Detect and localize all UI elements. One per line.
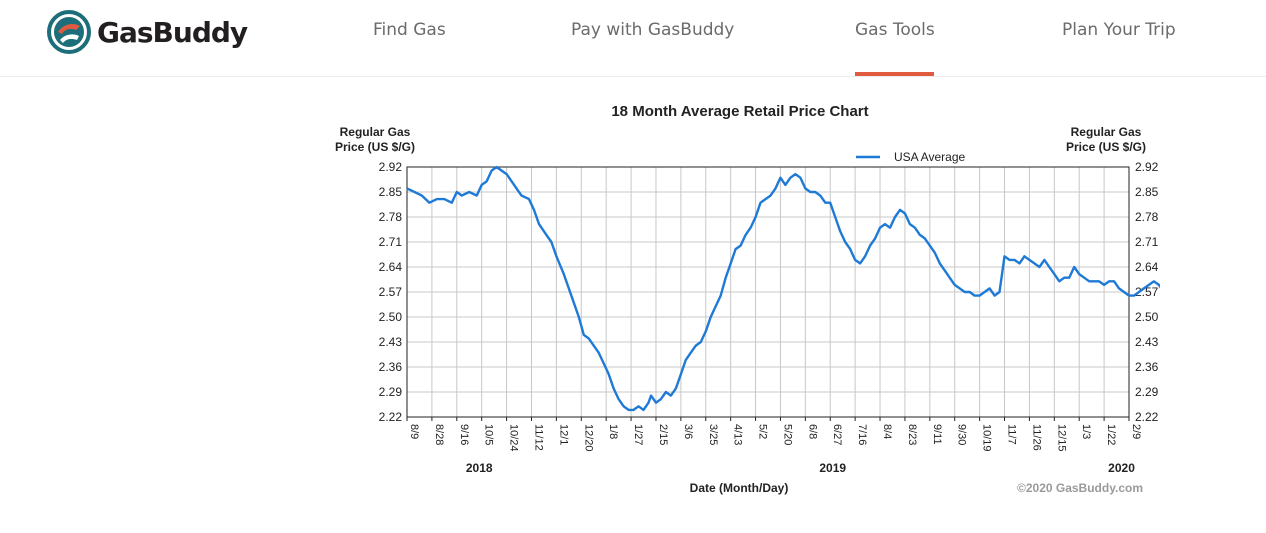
- y-tick-label-left: 2.57: [379, 285, 403, 299]
- y-tick-label-right: 2.71: [1135, 235, 1159, 249]
- x-tick-label: 3/25: [707, 424, 719, 445]
- y-tick-label-right: 2.57: [1135, 285, 1159, 299]
- y-tick-label-right: 2.43: [1135, 335, 1159, 349]
- brand-name: GasBuddy: [97, 15, 248, 49]
- y-tick-label-left: 2.78: [379, 210, 403, 224]
- site-header: GasBuddy Find Gas Pay with GasBuddy Gas …: [0, 0, 1266, 77]
- y-tick-label-left: 2.71: [379, 235, 403, 249]
- y-tick-label-left: 2.92: [379, 160, 403, 174]
- y-tick-label-left: 2.22: [379, 410, 403, 424]
- x-tick-label: 11/7: [1006, 424, 1018, 445]
- y-tick-label-right: 2.85: [1135, 185, 1159, 199]
- series-line-usa-average: [406, 165, 1160, 412]
- gasbuddy-logo-icon: [47, 10, 91, 54]
- x-tick-label: 8/28: [433, 424, 445, 445]
- y-axis-label-left-line1: Regular Gas: [340, 125, 411, 139]
- x-tick-label: 6/27: [831, 424, 843, 445]
- y-axis-label-left-line2: Price (US $/G): [335, 140, 415, 154]
- year-label: 2018: [466, 461, 493, 475]
- x-tick-label: 12/15: [1055, 424, 1067, 452]
- x-tick-label: 8/9: [408, 424, 420, 439]
- x-tick-label: 5/20: [781, 424, 793, 445]
- y-tick-label-right: 2.92: [1135, 160, 1159, 174]
- nav-plan-your-trip[interactable]: Plan Your Trip: [1062, 20, 1176, 40]
- x-axis-label: Date (Month/Day): [690, 481, 789, 495]
- y-tick-label-left: 2.64: [379, 260, 403, 274]
- x-tick-label: 1/22: [1105, 424, 1117, 445]
- x-axis-ticks: 8/9 8/28 9/16 10/5 10/24 11/12 12/1 12/20 1/8 1/2…: [406, 417, 1142, 452]
- x-tick-label: 8/23: [906, 424, 918, 445]
- nav-find-gas[interactable]: Find Gas: [373, 20, 446, 40]
- y-axis-label-right-line1: Regular Gas: [1071, 125, 1142, 139]
- y-tick-label-right: 2.22: [1135, 410, 1159, 424]
- chart-title: 18 Month Average Retail Price Chart: [611, 103, 868, 120]
- y-tick-label-left: 2.85: [379, 185, 403, 199]
- y-tick-label-left: 2.43: [379, 335, 403, 349]
- y-tick-label-right: 2.64: [1135, 260, 1159, 274]
- nav-gas-tools[interactable]: Gas Tools: [855, 20, 935, 40]
- x-tick-label: 7/16: [856, 424, 868, 445]
- x-tick-label: 6/8: [806, 424, 818, 439]
- x-tick-label: 9/16: [458, 424, 470, 445]
- y-tick-label-left: 2.29: [379, 385, 403, 399]
- x-tick-label: 11/26: [1030, 424, 1042, 451]
- price-chart: 18 Month Average Retail Price Chart Regu…: [335, 103, 1160, 495]
- x-tick-label: 11/12: [532, 424, 544, 451]
- y-axis-ticks: 2.92 2.92 2.85 2.85 2.78 2.78 2.71 2.71 2.64 2.64…: [379, 160, 1159, 424]
- y-tick-label-right: 2.50: [1135, 310, 1159, 324]
- y-tick-label-left: 2.36: [379, 360, 403, 374]
- y-tick-label-right: 2.36: [1135, 360, 1159, 374]
- x-tick-label: 9/11: [931, 424, 943, 445]
- x-tick-label: 12/1: [557, 424, 569, 445]
- gasbuddy-logo[interactable]: GasBuddy: [47, 10, 248, 54]
- active-tab-indicator: [855, 72, 934, 76]
- x-tick-label: 10/5: [483, 424, 495, 445]
- x-tick-label: 1/27: [632, 424, 644, 445]
- copyright-text: ©2020 GasBuddy.com: [1017, 481, 1143, 495]
- x-tick-label: 12/20: [582, 424, 594, 452]
- y-axis-label-right-line2: Price (US $/G): [1066, 140, 1146, 154]
- x-tick-label: 1/8: [607, 424, 619, 439]
- nav-pay-with-gasbuddy[interactable]: Pay with GasBuddy: [571, 20, 735, 40]
- x-tick-label: 10/19: [981, 424, 993, 452]
- x-tick-label: 9/30: [956, 424, 968, 445]
- year-label: 2019: [819, 461, 846, 475]
- legend-label: USA Average: [894, 150, 965, 164]
- y-tick-label-right: 2.29: [1135, 385, 1159, 399]
- x-tick-label: 1/3: [1080, 424, 1092, 439]
- x-tick-label: 10/24: [508, 424, 520, 452]
- x-tick-label: 2/9: [1130, 424, 1142, 439]
- year-label: 2020: [1108, 461, 1135, 475]
- x-tick-label: 8/4: [881, 424, 893, 439]
- chart-grid: [406, 166, 1130, 418]
- x-tick-label: 5/2: [757, 424, 769, 439]
- x-tick-label: 4/13: [732, 424, 744, 445]
- x-axis-years: 2018 2019 2020: [466, 461, 1135, 475]
- x-tick-label: 2/15: [657, 424, 669, 445]
- y-tick-label-right: 2.78: [1135, 210, 1159, 224]
- x-tick-label: 3/6: [682, 424, 694, 439]
- y-tick-label-left: 2.50: [379, 310, 403, 324]
- plot-area-border: [406, 166, 1130, 418]
